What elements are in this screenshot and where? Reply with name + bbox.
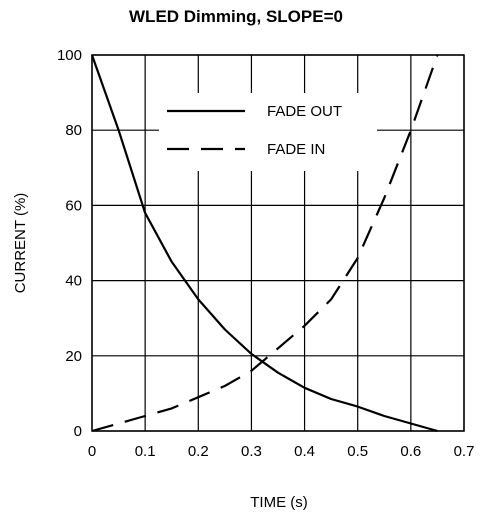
legend: FADE OUT FADE IN — [159, 93, 377, 171]
y-tick-label: 0 — [74, 423, 82, 440]
legend-label: FADE OUT — [267, 103, 342, 120]
x-tick-label: 0.3 — [241, 443, 262, 460]
legend-background — [159, 93, 377, 171]
y-tick-label: 80 — [65, 122, 82, 139]
y-axis-label: CURRENT (%) — [12, 193, 29, 294]
y-tick-label: 40 — [65, 273, 82, 290]
y-tick-labels: 0 20 40 60 80 100 — [57, 47, 82, 440]
x-tick-label: 0.5 — [347, 443, 368, 460]
x-tick-label: 0.4 — [294, 443, 315, 460]
legend-label: FADE IN — [267, 141, 325, 158]
plot-frame — [91, 54, 465, 432]
series-layer — [90, 54, 439, 433]
x-tick-label: 0.1 — [135, 443, 156, 460]
x-tick-labels: 0 0.1 0.2 0.3 0.4 0.5 0.6 0.7 — [88, 443, 475, 460]
series-line-fade-in — [91, 54, 439, 433]
x-tick-label: 0 — [88, 443, 96, 460]
x-axis-label: TIME (s) — [250, 494, 308, 511]
x-tick-label: 0.2 — [188, 443, 209, 460]
x-tick-label: 0.7 — [454, 443, 475, 460]
y-tick-label: 100 — [57, 47, 82, 64]
series-line-fade-out — [90, 54, 438, 433]
chart-title: WLED Dimming, SLOPE=0 — [129, 7, 343, 26]
y-tick-label: 20 — [65, 348, 82, 365]
x-tick-label: 0.6 — [400, 443, 421, 460]
y-tick-label: 60 — [65, 197, 82, 214]
